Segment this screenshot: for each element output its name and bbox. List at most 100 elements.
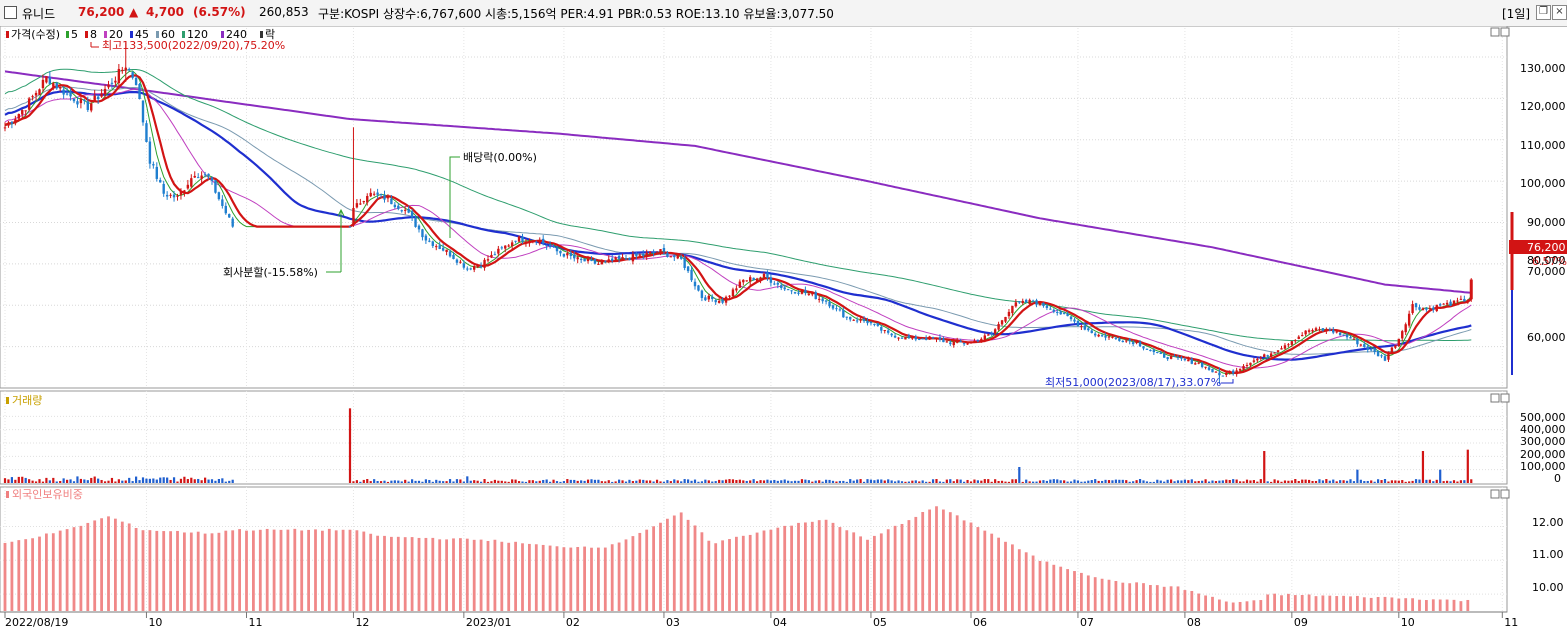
x-tick-label: 11 bbox=[1504, 616, 1518, 629]
candle-body bbox=[1370, 349, 1373, 351]
volume-bar bbox=[583, 480, 586, 483]
volume-bar bbox=[1425, 479, 1428, 483]
candle-body bbox=[493, 254, 497, 256]
volume-bar bbox=[1421, 451, 1425, 483]
candle-body bbox=[662, 247, 666, 252]
volume-bar bbox=[921, 480, 924, 483]
minimize-panel-icon[interactable] bbox=[1490, 27, 1500, 37]
period-selector[interactable]: [1일] bbox=[1502, 7, 1531, 21]
volume-bar bbox=[1297, 480, 1300, 483]
stock-name[interactable]: 유니드 bbox=[22, 7, 56, 21]
foreign-ratio-bar bbox=[569, 547, 573, 611]
volume-bar bbox=[445, 481, 448, 483]
legend-label: 락 bbox=[265, 28, 275, 41]
close-icon[interactable]: × bbox=[1552, 5, 1567, 20]
volume-bar bbox=[1114, 479, 1117, 483]
price-tick-label: 80,000 bbox=[1527, 254, 1566, 267]
volume-bar bbox=[1263, 451, 1266, 483]
volume-bar bbox=[676, 480, 679, 483]
candle-body bbox=[1166, 357, 1169, 360]
foreign-ratio-bar bbox=[1183, 590, 1187, 611]
volume-bar bbox=[1287, 480, 1290, 483]
foreign-ratio-bar bbox=[1328, 595, 1332, 611]
foreign-ratio-bar bbox=[286, 529, 290, 611]
foreign-ratio-bar bbox=[1086, 575, 1090, 611]
volume-bar bbox=[507, 481, 510, 483]
volume-bar bbox=[1135, 480, 1138, 483]
legend-label: 8 bbox=[90, 28, 97, 41]
minimize-panel-icon[interactable] bbox=[1490, 489, 1500, 499]
candle-body bbox=[217, 192, 221, 200]
foreign-ratio-bar bbox=[1349, 596, 1352, 611]
volume-bar bbox=[1190, 479, 1193, 483]
volume-bar bbox=[659, 481, 662, 483]
panel-buttons[interactable] bbox=[1490, 27, 1510, 499]
candle-body bbox=[448, 251, 452, 257]
volume-bar bbox=[569, 479, 572, 483]
candle-body bbox=[1152, 350, 1156, 353]
foreign-ratio-bar bbox=[183, 532, 186, 611]
candle-body bbox=[1356, 338, 1359, 345]
volume-bar bbox=[1180, 480, 1183, 483]
minimize-panel-icon[interactable] bbox=[1490, 393, 1500, 403]
foreign-ratio-bar bbox=[969, 522, 973, 611]
volume-bar bbox=[34, 481, 38, 483]
volume-bar bbox=[1201, 480, 1204, 483]
select-checkbox[interactable] bbox=[4, 6, 17, 19]
foreign-ratio-bar bbox=[65, 529, 69, 611]
volume-bar bbox=[459, 479, 462, 483]
volume-bar bbox=[897, 480, 900, 483]
volume-bar bbox=[1325, 479, 1328, 483]
candle-body bbox=[1273, 352, 1276, 354]
candle-body bbox=[1035, 300, 1038, 305]
volume-bar bbox=[469, 480, 472, 483]
close-panel-icon[interactable] bbox=[1500, 489, 1510, 499]
price-tick-label: 90,000 bbox=[1527, 216, 1566, 229]
candle-body bbox=[686, 266, 690, 272]
volume-bar bbox=[531, 480, 534, 483]
foreign-ratio-bar bbox=[38, 536, 41, 611]
close-panel-icon[interactable] bbox=[1500, 393, 1510, 403]
volume-bar bbox=[128, 477, 131, 483]
volume-bar bbox=[417, 480, 421, 483]
candle-body bbox=[517, 236, 521, 242]
candle-body bbox=[52, 83, 55, 87]
volume-bar bbox=[1125, 480, 1128, 483]
candle-body bbox=[159, 179, 162, 183]
candle-body bbox=[231, 218, 234, 227]
price-tick-label: 120,000 bbox=[1520, 100, 1566, 113]
close-panel-icon[interactable] bbox=[1500, 27, 1510, 37]
volume-bar bbox=[24, 477, 27, 483]
candle-body bbox=[379, 194, 383, 196]
candle-body bbox=[683, 257, 686, 268]
volume-bar bbox=[1011, 479, 1014, 483]
candle-body bbox=[1287, 344, 1290, 346]
candle-body bbox=[62, 89, 65, 95]
volume-bar bbox=[790, 481, 793, 483]
candle-body bbox=[348, 226, 352, 228]
volume-bar bbox=[48, 480, 51, 483]
x-tick-label: 03 bbox=[666, 616, 680, 629]
volume-bar bbox=[359, 481, 362, 483]
volume-bar bbox=[1004, 481, 1007, 483]
volume-bar bbox=[1404, 481, 1407, 483]
foreign-ratio-bar bbox=[1321, 595, 1325, 611]
candle-body bbox=[573, 254, 576, 259]
foreign-ratio-bar bbox=[900, 523, 904, 611]
candle-body bbox=[866, 320, 869, 324]
candle-body bbox=[162, 183, 165, 194]
volume-bar bbox=[876, 479, 879, 483]
restore-icon[interactable]: ❐ bbox=[1536, 5, 1551, 20]
candle-body bbox=[486, 259, 490, 261]
candle-body bbox=[628, 257, 631, 261]
candle-body bbox=[414, 217, 417, 227]
stock-chart[interactable]: 가격(수정) 5 8 20 45 60 120 240 락 최고133,500(2022/09/… bbox=[0, 26, 1567, 630]
volume-bar bbox=[1304, 479, 1307, 483]
foreign-ratio-bar bbox=[1438, 599, 1442, 611]
foreign-ratio-bar bbox=[914, 516, 918, 611]
candle-body bbox=[1380, 355, 1383, 357]
volume-bar bbox=[728, 479, 731, 483]
candle-body bbox=[635, 253, 638, 256]
volume-bar bbox=[1028, 481, 1031, 483]
candle-body bbox=[797, 292, 800, 294]
